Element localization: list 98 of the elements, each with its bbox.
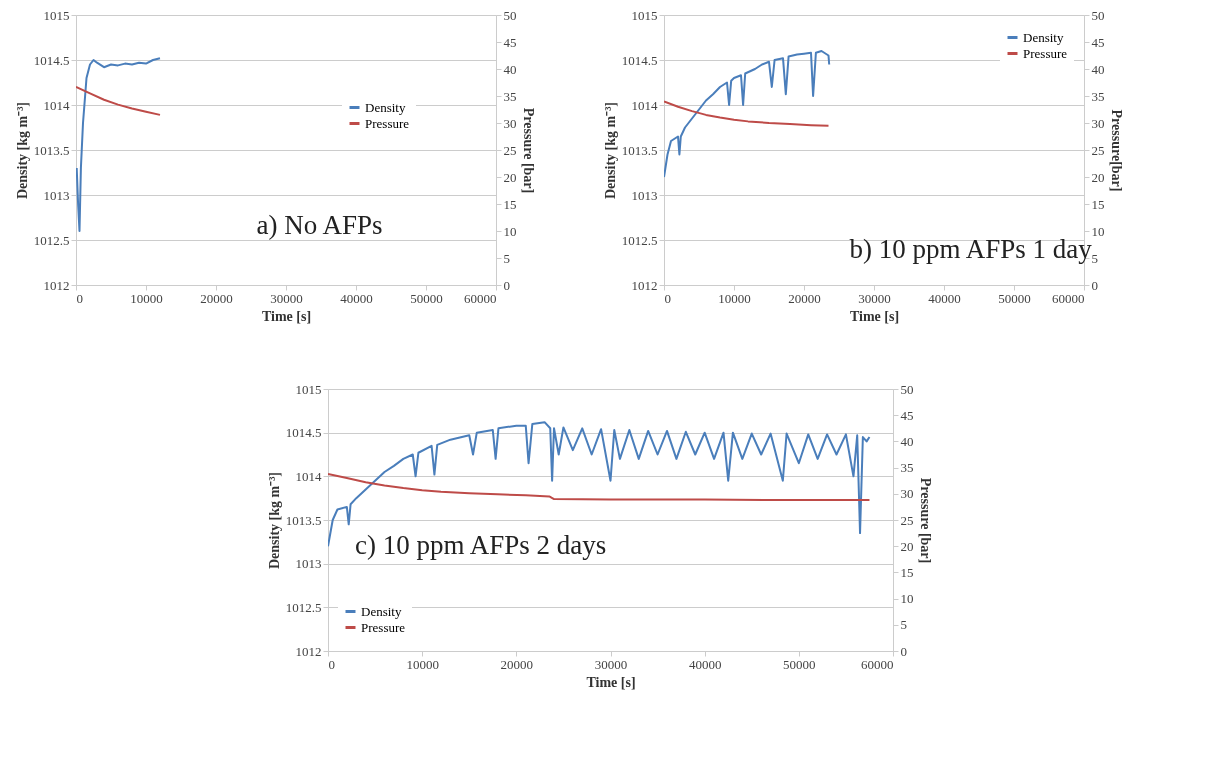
line-series	[76, 85, 161, 116]
x-tick-label: 40000	[340, 290, 373, 306]
legend-label: Density	[361, 603, 402, 619]
x-tick-label: 30000	[594, 656, 628, 672]
y-tick-label: 1015	[295, 381, 322, 397]
y-tick-label: 1012	[295, 643, 322, 659]
y-tick-label: 1014.5	[33, 52, 70, 68]
legend-label: Pressure	[361, 619, 406, 635]
x-tick-label: 0	[328, 656, 335, 672]
y2-tick-label: 10	[503, 223, 517, 239]
x-axis-title: Time [s]	[849, 308, 900, 324]
y2-tick-label: 20	[503, 169, 517, 185]
legend-label: Pressure	[365, 115, 410, 131]
y-tick-label: 1013	[295, 556, 322, 572]
y2-tick-label: 15	[900, 564, 914, 580]
y-axis-title: Density [kg m⁻³]	[266, 471, 282, 570]
x-tick-label: 60000	[464, 290, 497, 306]
y2-tick-label: 45	[1091, 34, 1105, 50]
y2-tick-label: 50	[900, 381, 914, 397]
y2-tick-label: 45	[503, 34, 517, 50]
legend-label: Density	[365, 99, 406, 115]
y2-tick-label: 50	[1091, 7, 1105, 23]
legend-label: Pressure	[1023, 45, 1068, 61]
line-series	[76, 57, 161, 232]
x-tick-label: 40000	[688, 656, 722, 672]
y2-tick-label: 20	[900, 538, 914, 554]
y2-tick-label: 35	[503, 88, 517, 104]
y2-tick-label: 40	[1091, 61, 1105, 77]
y2-tick-label: 25	[503, 142, 517, 158]
x-tick-label: 50000	[410, 290, 443, 306]
annotation: b) 10 ppm AFPs 1 day	[849, 233, 1093, 264]
x-axis-title: Time [s]	[586, 674, 636, 690]
x-tick-label: 20000	[200, 290, 233, 306]
y2-tick-label: 45	[900, 407, 914, 423]
y2-axis-title: Pressure[bar]	[1108, 109, 1124, 192]
y2-tick-label: 0	[503, 277, 510, 293]
line-series	[664, 50, 831, 178]
line-series	[664, 100, 830, 127]
x-axis-title: Time [s]	[261, 308, 312, 324]
y2-tick-label: 40	[900, 433, 914, 449]
y-tick-label: 1015	[43, 7, 70, 23]
y-axis-title: Density [kg m⁻³]	[602, 101, 618, 200]
y2-tick-label: 25	[900, 512, 914, 528]
x-tick-label: 60000	[861, 656, 894, 672]
x-tick-label: 20000	[788, 290, 821, 306]
y2-tick-label: 15	[1091, 196, 1105, 212]
y2-tick-label: 40	[503, 61, 517, 77]
y2-tick-label: 10	[1091, 223, 1105, 239]
y2-tick-label: 25	[1091, 142, 1105, 158]
y-tick-label: 1014	[631, 97, 658, 113]
line-series	[328, 472, 871, 502]
y-tick-label: 1013.5	[285, 512, 322, 528]
legend-label: Density	[1023, 29, 1064, 45]
y2-tick-label: 30	[1091, 115, 1105, 131]
y-tick-label: 1013	[43, 187, 70, 203]
x-tick-label: 60000	[1052, 290, 1085, 306]
y2-tick-label: 0	[900, 643, 907, 659]
y-tick-label: 1012.5	[621, 232, 658, 248]
y2-tick-label: 30	[900, 486, 914, 502]
y-tick-label: 1014.5	[621, 52, 658, 68]
y-tick-label: 1012	[43, 277, 70, 293]
y-tick-label: 1013	[631, 187, 658, 203]
x-tick-label: 50000	[783, 656, 816, 672]
y-tick-label: 1012.5	[285, 599, 322, 615]
x-tick-label: 40000	[928, 290, 961, 306]
y2-tick-label: 0	[1091, 277, 1098, 293]
y2-tick-label: 20	[1091, 169, 1105, 185]
y2-tick-label: 5	[1091, 250, 1098, 266]
y2-tick-label: 15	[503, 196, 517, 212]
x-tick-label: 0	[664, 290, 671, 306]
y2-tick-label: 5	[503, 250, 510, 266]
y-tick-label: 1014	[43, 97, 70, 113]
y2-axis-title: Pressure [bar]	[917, 477, 933, 564]
annotation: a) No AFPs	[256, 209, 383, 240]
y2-tick-label: 10	[900, 591, 914, 607]
x-tick-label: 10000	[130, 290, 163, 306]
x-tick-label: 30000	[270, 290, 303, 306]
y-tick-label: 1012.5	[33, 232, 70, 248]
y2-tick-label: 50	[503, 7, 517, 23]
y2-tick-label: 30	[503, 115, 517, 131]
y2-tick-label: 5	[900, 617, 907, 633]
y-tick-label: 1014	[295, 468, 322, 484]
annotation: c) 10 ppm AFPs 2 days	[354, 530, 607, 561]
x-tick-label: 20000	[500, 656, 534, 672]
y2-tick-label: 35	[1091, 88, 1105, 104]
y-tick-label: 1013.5	[33, 142, 70, 158]
y2-tick-label: 35	[900, 460, 914, 476]
y2-axis-title: Pressure [bar]	[520, 107, 536, 194]
y-tick-label: 1012	[631, 277, 658, 293]
y-axis-title: Density [kg m⁻³]	[14, 101, 30, 200]
y-tick-label: 1013.5	[621, 142, 658, 158]
x-tick-label: 10000	[406, 656, 439, 672]
x-tick-label: 50000	[998, 290, 1031, 306]
x-tick-label: 0	[76, 290, 83, 306]
x-tick-label: 10000	[718, 290, 751, 306]
y-tick-label: 1015	[631, 7, 658, 23]
x-tick-label: 30000	[858, 290, 891, 306]
y-tick-label: 1014.5	[285, 425, 322, 441]
